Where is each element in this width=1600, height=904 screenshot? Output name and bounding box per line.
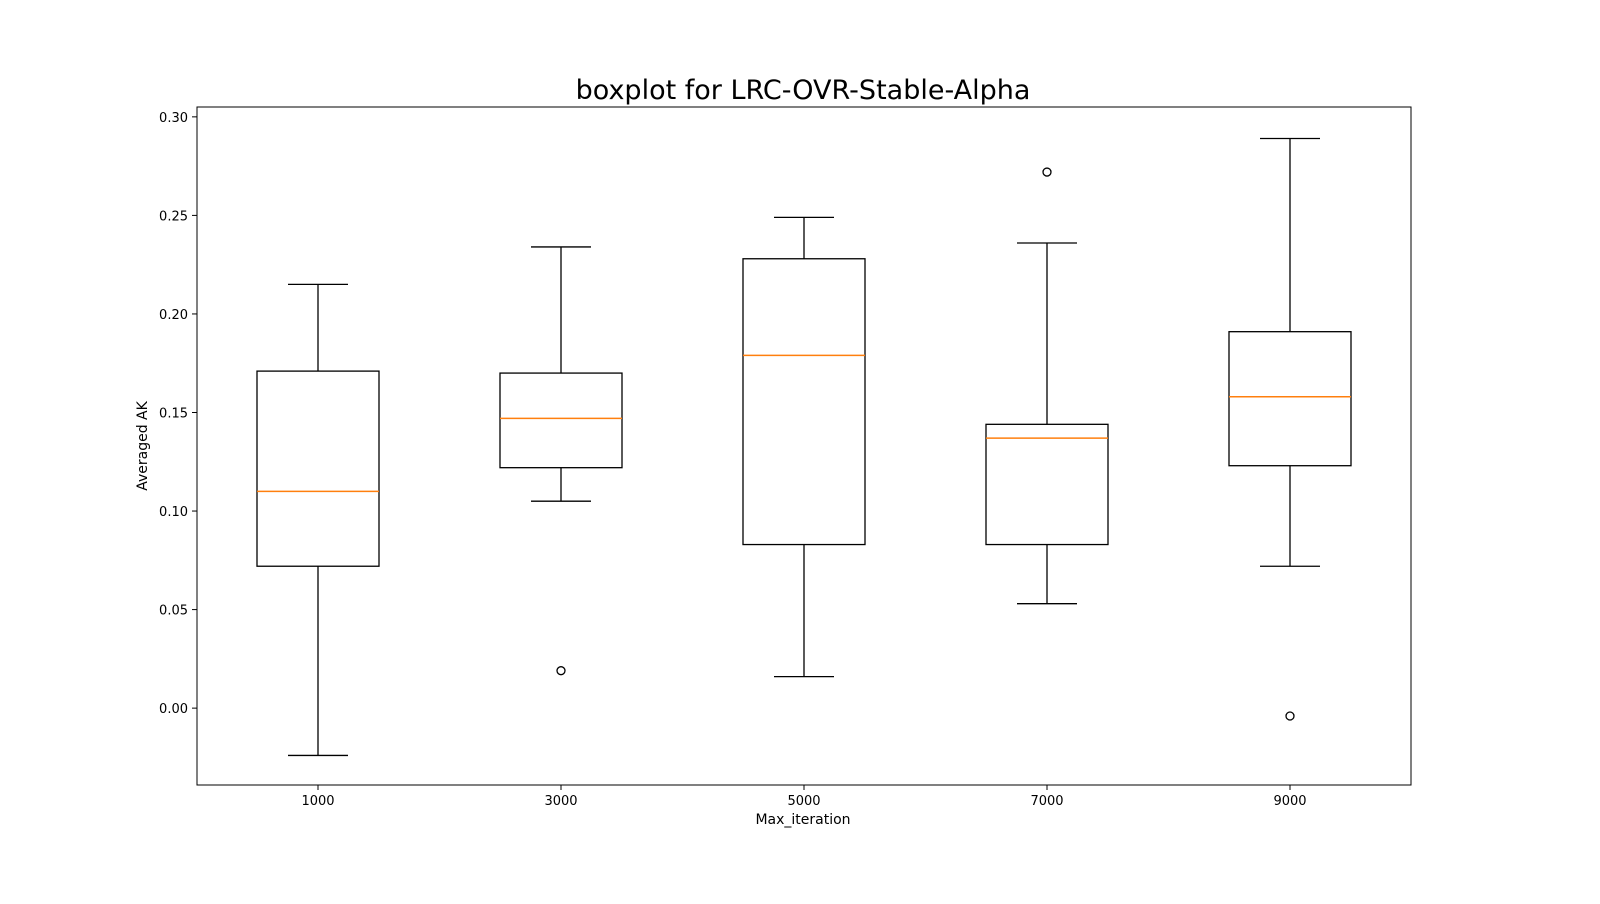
x-axis-label: Max_iteration (755, 812, 850, 828)
box-group-9000 (1228, 137, 1352, 721)
y-tick-label: 0.15 (159, 406, 188, 421)
x-tick-label: 9000 (1273, 794, 1306, 809)
y-tick-label: 0.00 (159, 702, 188, 717)
box-group-1000 (256, 283, 380, 757)
box (499, 372, 623, 469)
box-group-5000 (742, 216, 866, 678)
x-tick-label: 7000 (1030, 794, 1063, 809)
chart-title: boxplot for LRC-OVR-Stable-Alpha (576, 75, 1031, 106)
y-tick-label: 0.30 (159, 111, 188, 126)
y-tick-label: 0.05 (159, 604, 188, 619)
y-tick-label: 0.10 (159, 505, 188, 520)
x-axis: 1000 3000 5000 7000 9000 (301, 785, 1307, 809)
box (985, 423, 1109, 546)
box (742, 258, 866, 546)
outlier-point (1042, 167, 1052, 177)
box (1228, 331, 1352, 467)
y-axis-label: Averaged AK (135, 400, 151, 490)
outlier-point (556, 666, 566, 676)
box (256, 370, 380, 567)
y-tick-label: 0.25 (159, 209, 188, 224)
plot-area (256, 137, 1352, 757)
x-tick-label: 3000 (544, 794, 577, 809)
x-tick-label: 5000 (787, 794, 820, 809)
x-tick-label: 1000 (301, 794, 334, 809)
outlier-point (1285, 711, 1295, 721)
y-axis: 0.00 0.05 0.10 0.15 0.20 0.25 0.30 (159, 111, 197, 717)
y-tick-label: 0.20 (159, 308, 188, 323)
box-group-7000 (985, 167, 1109, 605)
box-group-3000 (499, 246, 623, 676)
